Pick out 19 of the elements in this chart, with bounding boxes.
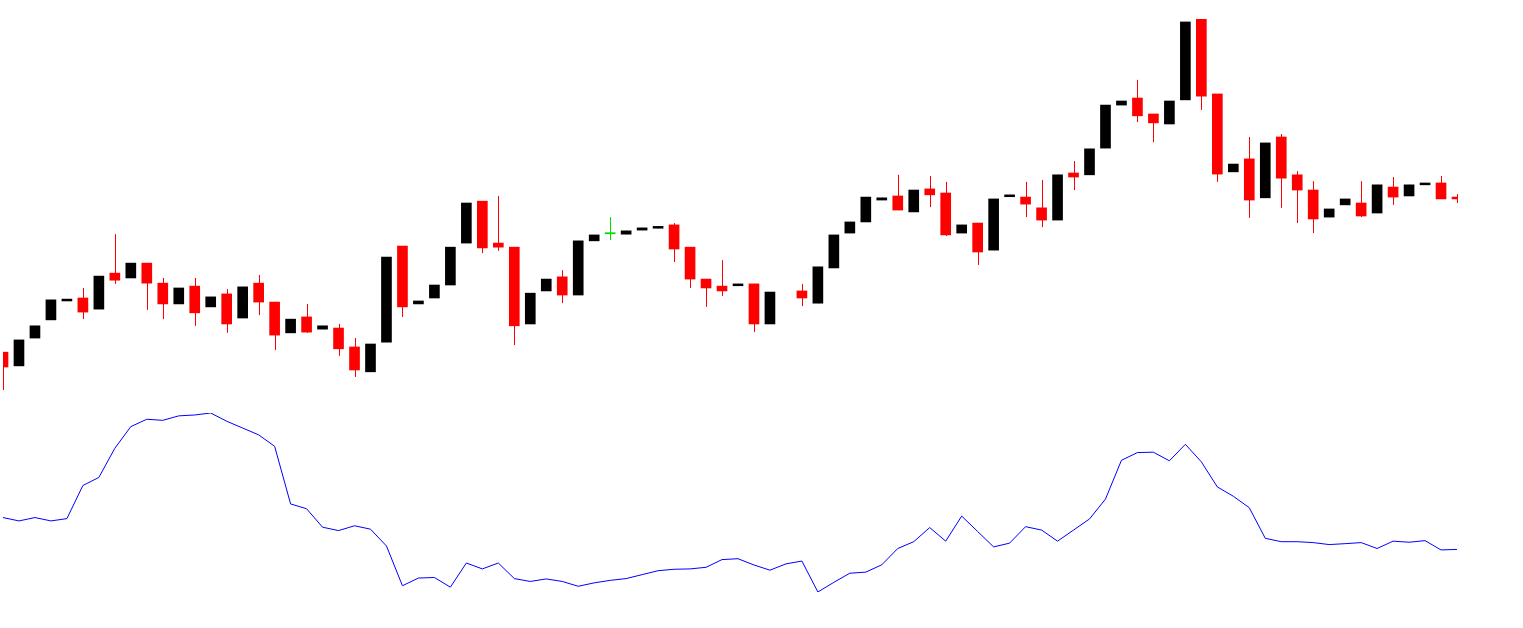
- candlestick: [556, 269, 568, 304]
- candlestick: [1020, 181, 1031, 218]
- candlestick: [349, 337, 360, 378]
- candlestick: [333, 323, 344, 357]
- candlestick: [301, 303, 312, 334]
- candlestick: [924, 175, 936, 208]
- candlestick: [141, 262, 153, 311]
- candlestick: [1435, 175, 1447, 200]
- candlestick: [604, 216, 616, 241]
- candlestick: [157, 277, 169, 320]
- candlestick: [1355, 180, 1367, 218]
- candlestick: [892, 174, 904, 211]
- candlestick: [1132, 79, 1143, 123]
- candlestick: [1291, 170, 1303, 224]
- candlestick: [1148, 113, 1159, 143]
- candlestick: [109, 233, 121, 285]
- candlestick: [1036, 179, 1047, 228]
- candlestick: [908, 189, 920, 213]
- candlestick: [253, 274, 264, 316]
